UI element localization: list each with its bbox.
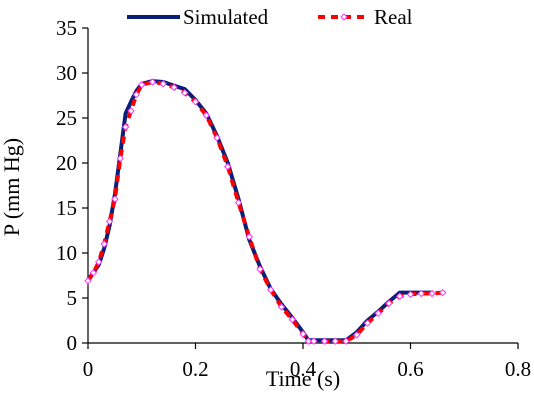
data-point-real — [288, 315, 296, 324]
y-tick-label: 30 — [56, 61, 77, 85]
data-point-real — [111, 195, 119, 203]
x-tick-label: 0.8 — [505, 357, 531, 381]
data-point-real — [191, 98, 200, 106]
series-layer — [84, 78, 447, 345]
x-tick-label: 0 — [83, 357, 94, 381]
data-point-real — [342, 337, 350, 345]
legend-marker-real — [340, 13, 348, 21]
data-point-real — [245, 233, 253, 241]
data-point-real — [95, 258, 103, 266]
data-point-real — [417, 289, 425, 298]
legend: Simulated Real — [127, 5, 413, 29]
data-point-real — [310, 337, 318, 345]
y-tick-label: 25 — [56, 106, 77, 130]
data-point-real — [100, 240, 108, 248]
x-tick-label: 0.2 — [182, 357, 208, 381]
y-tick-label: 10 — [56, 241, 77, 265]
data-point-real — [428, 289, 436, 298]
data-point-real — [159, 80, 167, 88]
data-point-real — [116, 154, 124, 163]
data-point-real — [256, 265, 264, 273]
data-point-real — [363, 319, 372, 327]
data-point-real — [105, 217, 114, 226]
data-point-real — [170, 83, 178, 92]
data-point-real — [304, 337, 313, 345]
data-point-real — [132, 90, 141, 99]
series-line-real — [86, 79, 443, 344]
data-point-real — [299, 330, 307, 338]
y-tick-label: 35 — [56, 16, 77, 40]
data-point-real — [439, 288, 447, 297]
data-point-real — [374, 309, 382, 318]
data-point-real — [267, 286, 275, 294]
data-point-real — [320, 337, 329, 345]
data-point-real — [224, 162, 232, 171]
y-tick-label: 5 — [67, 286, 78, 310]
x-axis-label: Time (s) — [266, 366, 340, 391]
data-point-real — [138, 80, 146, 89]
legend-label-real: Real — [374, 5, 413, 29]
legend-label-simulated: Simulated — [183, 5, 269, 29]
data-point-real — [353, 331, 361, 339]
data-point-real — [396, 292, 404, 300]
y-tick-label: 0 — [67, 331, 78, 355]
data-point-real — [127, 107, 135, 115]
data-point-real — [181, 89, 189, 97]
y-tick-label: 15 — [56, 196, 77, 220]
data-point-real — [277, 303, 286, 311]
x-tick-label: 0.4 — [290, 357, 317, 381]
data-point-real — [406, 290, 415, 299]
data-point-real — [84, 277, 92, 285]
y-tick-label: 20 — [56, 151, 77, 175]
y-axis-label: P (mm Hg) — [0, 138, 24, 236]
data-point-real — [213, 134, 221, 142]
data-point-real — [385, 299, 393, 308]
axes: 0 5 10 15 20 25 30 35 0 0.2 0.4 0.6 0.8 — [56, 16, 531, 381]
data-point-real — [148, 78, 157, 86]
data-point-real — [202, 111, 210, 120]
data-point-real — [234, 198, 243, 207]
data-point-real — [121, 123, 130, 131]
data-point-real — [89, 269, 98, 277]
x-tick-label: 0.6 — [397, 357, 423, 381]
data-point-real — [331, 337, 339, 345]
series-line-simulated — [86, 79, 434, 343]
